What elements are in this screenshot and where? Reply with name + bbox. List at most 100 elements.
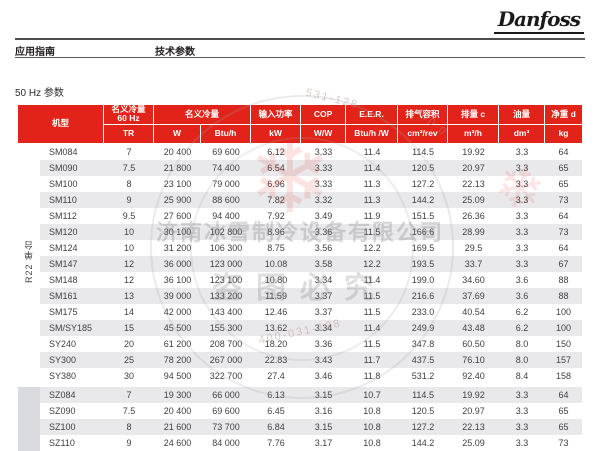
table-cell: 6.45: [251, 402, 302, 419]
table-cell: 3.36: [301, 223, 347, 240]
table-cell: 21 600: [154, 418, 202, 435]
table-cell: 22.83: [251, 351, 302, 368]
table-cell: 8: [104, 418, 155, 435]
table-row: SM110 9 25 900 88 600 7.82 3.32 11.3 144.2 25.09…: [18, 191, 583, 208]
cell-model: SZ100: [40, 418, 105, 435]
table-row: SM090 7.5 21 800 74 400 6.54 3.33 11.4 120.5 20.…: [18, 159, 583, 176]
unit-tr: TR: [104, 124, 155, 144]
table-cell: 7.76: [251, 434, 302, 451]
table-cell: 3.33: [301, 175, 347, 192]
table-cell: 8: [104, 175, 155, 192]
table-cell: 216.6: [398, 287, 449, 304]
table-cell: 14: [104, 303, 155, 320]
table-cell: 3.58: [301, 255, 347, 272]
table-cell: 27 600: [154, 207, 202, 224]
table-cell: 20.97: [448, 159, 500, 176]
table-cell: 64: [545, 207, 583, 224]
table-cell: 531.2: [398, 367, 449, 384]
table-cell: 7.92: [251, 207, 302, 224]
table-cell: 33.7: [448, 255, 500, 272]
table-cell: 267 000: [201, 351, 252, 368]
table-cell: 10.7: [346, 383, 399, 403]
cell-model: SM120: [40, 223, 105, 240]
table-cell: 3.3: [499, 191, 546, 208]
table-row: SM120 10 30 100 102 800 8.96 3.36 11.5 166.6 28.…: [18, 223, 583, 240]
breadcrumb-application-guide: 应用指南: [15, 47, 55, 58]
table-cell: 3.15: [301, 418, 347, 435]
table-cell: 11.4: [346, 319, 399, 336]
table-cell: 3.3: [499, 255, 546, 272]
cell-model: SY300: [40, 351, 105, 368]
header-divider-bottom: [15, 57, 585, 58]
table-cell: 199.0: [398, 271, 449, 288]
table-cell: 11.59: [251, 287, 302, 304]
unit-dm3: dm³: [499, 124, 546, 144]
table-cell: 155 300: [201, 319, 252, 336]
table-cell: 114.5: [398, 143, 449, 160]
table-cell: 66 000: [201, 383, 252, 403]
table-cell: 25 900: [154, 191, 202, 208]
table-header: 机型 名义冷量 60 Hz 名义冷量 输入功率 COP E.E.R. 排气容积 …: [18, 105, 583, 144]
col-header-displacement: 排量 c: [448, 105, 500, 125]
col-header-capacity: 名义冷量: [154, 105, 252, 125]
table-cell: 10.8: [346, 402, 399, 419]
col-header-capacity-60hz-line1: 名义冷量: [111, 105, 146, 114]
table-cell: 7: [104, 143, 155, 160]
table-row: SM112 9.5 27 600 94 400 7.92 3.49 11.9 151.5 26.…: [18, 207, 583, 224]
table-cell: 208 700: [201, 335, 252, 352]
table-cell: 65: [545, 175, 583, 192]
row-group-label: R22 单台: [18, 143, 40, 384]
table-cell: 36 100: [154, 271, 202, 288]
table-cell: 28.99: [448, 223, 500, 240]
table-cell: 3.33: [301, 159, 347, 176]
table-cell: 150: [545, 335, 583, 352]
table-cell: 67: [545, 255, 583, 272]
group-label-text: R22 单台: [24, 239, 34, 283]
table-cell: 69 600: [201, 143, 252, 160]
table-cell: 143 400: [201, 303, 252, 320]
table-cell: 11.3: [346, 175, 399, 192]
table-row: SM/SY185 15 45 500 155 300 13.62 3.34 11.4 249.…: [18, 319, 583, 336]
table-cell: 3.56: [301, 239, 347, 256]
row-group-label: [18, 383, 40, 451]
unit-kw: kW: [251, 124, 302, 144]
table-cell: 94 500: [154, 367, 202, 384]
table-cell: 8.96: [251, 223, 302, 240]
header-divider-top: [15, 38, 585, 40]
table-cell: 22.13: [448, 175, 500, 192]
cell-model: SM161: [40, 287, 105, 304]
table-row: SY300 25 78 200 267 000 22.83 3.43 11.7 437.5 76…: [18, 351, 583, 368]
table-cell: 120.5: [398, 159, 449, 176]
table-cell: 20 400: [154, 143, 202, 160]
table-cell: 8.75: [251, 239, 302, 256]
table-cell: 3.34: [301, 271, 347, 288]
unit-m3h: m³/h: [448, 124, 500, 144]
table-cell: 19 300: [154, 383, 202, 403]
table-cell: 10: [104, 223, 155, 240]
table-cell: 10.80: [251, 271, 302, 288]
table-cell: 3.33: [301, 143, 347, 160]
table-cell: 322 700: [201, 367, 252, 384]
col-header-capacity-60hz: 名义冷量 60 Hz: [104, 105, 155, 125]
table-cell: 60.50: [448, 335, 500, 352]
table-cell: 127.2: [398, 418, 449, 435]
table-row: SZ110 9 24 600 84 000 7.76 3.17 10.8 144.2 25.09…: [18, 434, 583, 451]
table-cell: 3.3: [499, 418, 546, 435]
table-cell: 43.48: [448, 319, 500, 336]
table-cell: 3.3: [499, 223, 546, 240]
table-cell: 9: [104, 191, 155, 208]
table-cell: 73 700: [201, 418, 252, 435]
table-row: SZ090 7.5 20 400 69 600 6.45 3.16 10.8 120.5 20.…: [18, 402, 583, 419]
table-cell: 31 200: [154, 239, 202, 256]
cell-model: SZ090: [40, 402, 105, 419]
table-cell: 84 000: [201, 434, 252, 451]
unit-ww: W/W: [301, 124, 347, 144]
table-cell: 10.08: [251, 255, 302, 272]
table-cell: 88 600: [201, 191, 252, 208]
table-cell: 123 000: [201, 255, 252, 272]
table-row: SM147 12 36 000 123 000 10.08 3.58 12.2 193.5 33…: [18, 255, 583, 272]
table-cell: 30 100: [154, 223, 202, 240]
table-cell: 3.3: [499, 402, 546, 419]
table-row: SY240 20 61 200 208 700 18.20 3.36 11.5 347.8 60…: [18, 335, 583, 352]
table-cell: 120.5: [398, 402, 449, 419]
